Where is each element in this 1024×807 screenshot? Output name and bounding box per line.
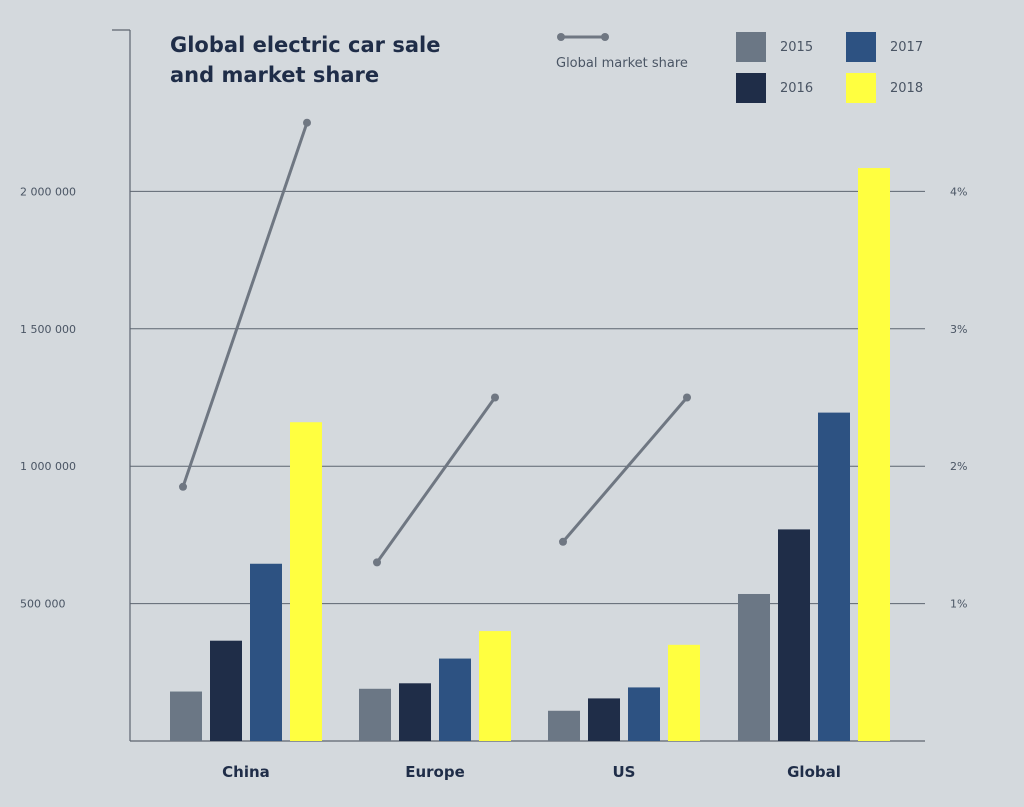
- legend-swatch-2018: [846, 73, 876, 103]
- market-share-line-europe: [375, 396, 497, 564]
- legend-item-2016: 2016: [736, 73, 813, 103]
- bar-global-2018: [858, 168, 890, 742]
- category-label: China: [222, 763, 270, 781]
- bar-china-2016: [210, 640, 242, 741]
- bar-us-2018: [668, 644, 700, 741]
- bar-europe-2015: [359, 688, 391, 741]
- category-label: US: [613, 763, 636, 781]
- legend-label-2016: 2016: [780, 80, 814, 96]
- market-share-line-us: [561, 396, 689, 543]
- legend-label-2015: 2015: [780, 39, 814, 55]
- bar-europe-2017: [439, 658, 471, 741]
- bar-global-2015: [738, 593, 770, 741]
- legend-item-2015: 2015: [736, 32, 813, 62]
- bar-us-2015: [548, 710, 580, 741]
- y-tick-label-right: 2%: [950, 460, 967, 473]
- legend-line-icon: [557, 33, 609, 41]
- legend-label-2018: 2018: [890, 80, 924, 96]
- bar-us-2017: [628, 687, 660, 741]
- bar-china-2018: [290, 422, 322, 741]
- bar-global-2016: [778, 529, 810, 741]
- bar-us-2016: [588, 698, 620, 741]
- legend-swatch-2015: [736, 32, 766, 62]
- market-share-point-china-end: [303, 118, 311, 127]
- market-share-point-europe-start: [373, 558, 381, 567]
- market-share-point-us-start: [559, 537, 567, 546]
- category-label: Europe: [405, 763, 465, 781]
- y-tick-label-right: 1%: [950, 598, 967, 611]
- bar-europe-2016: [399, 683, 431, 741]
- market-share-line-china: [181, 122, 309, 488]
- chart-title: Global electric car sale and market shar…: [170, 33, 441, 87]
- bar-global-2017: [818, 412, 850, 741]
- legend-label-2017: 2017: [890, 39, 924, 55]
- y-tick-label-left: 2 000 000: [20, 185, 76, 198]
- bar-china-2017: [250, 563, 282, 741]
- y-tick-label-left: 1 500 000: [20, 323, 76, 336]
- y-tick-label-right: 4%: [950, 185, 967, 198]
- market-share-point-europe-end: [491, 393, 499, 402]
- legend-item-2017: 2017: [846, 32, 923, 62]
- legend-item-2018: 2018: [846, 73, 923, 103]
- legend-swatch-2017: [846, 32, 876, 62]
- market-share-point-us-end: [683, 393, 691, 402]
- y-tick-label-left: 1 000 000: [20, 460, 76, 473]
- legend-market-share: Global market share: [556, 26, 716, 76]
- bar-europe-2018: [479, 631, 511, 741]
- market-share-point-china-start: [179, 482, 187, 491]
- y-tick-label-left: 500 000: [20, 598, 66, 611]
- bar-china-2015: [170, 691, 202, 741]
- legend-market-share-label: Global market share: [556, 56, 688, 71]
- legend-swatch-2016: [736, 73, 766, 103]
- y-tick-label-right: 3%: [950, 323, 967, 336]
- category-label: Global: [787, 763, 841, 781]
